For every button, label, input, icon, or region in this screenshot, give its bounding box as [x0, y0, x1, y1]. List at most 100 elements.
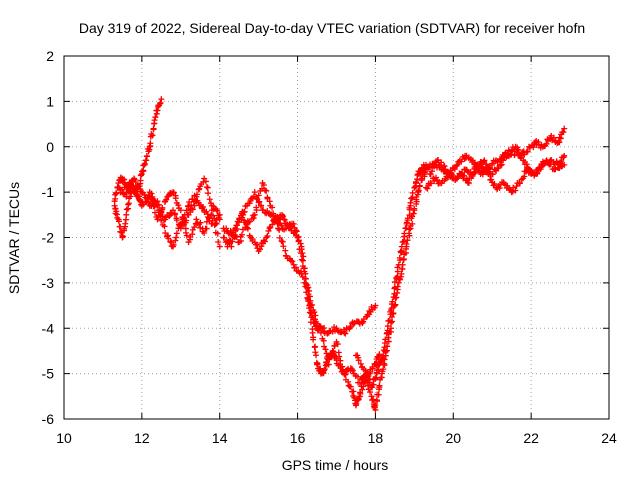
data-point-fill — [447, 171, 454, 178]
data-point-fill — [406, 212, 413, 219]
y-axis-label: SDTVAR / TECUs — [6, 182, 22, 294]
data-point-fill — [238, 231, 245, 238]
data-point-fill — [404, 237, 411, 244]
data-point-fill — [188, 201, 195, 208]
data-point-fill — [560, 129, 567, 136]
data-point — [154, 216, 161, 223]
data-point — [216, 211, 223, 218]
data-point-fill — [304, 284, 311, 291]
data-point-fill — [281, 216, 288, 223]
x-tick-label: 22 — [523, 430, 539, 446]
data-point-fill — [197, 219, 204, 226]
data-point-fill — [206, 196, 213, 203]
data-point-fill — [295, 238, 302, 245]
data-point — [232, 225, 239, 232]
data-point-fill — [369, 365, 376, 372]
data-point-fill — [406, 226, 413, 233]
data-point-fill — [269, 204, 276, 211]
data-point-fill — [428, 180, 435, 187]
y-tick-label: -6 — [42, 411, 55, 427]
x-tick-label: 14 — [212, 430, 228, 446]
data-point-fill — [489, 171, 496, 178]
data-point — [170, 207, 176, 214]
x-tick-label: 10 — [56, 430, 72, 446]
data-point-fill — [253, 204, 260, 211]
data-point — [216, 243, 223, 250]
data-point-fill — [172, 195, 179, 202]
data-point-fill — [391, 290, 398, 297]
data-point-fill — [321, 343, 328, 350]
data-point-fill — [498, 161, 505, 168]
data-point-fill — [525, 165, 532, 172]
data-point-fill — [152, 114, 159, 121]
data-point-fill — [409, 220, 416, 227]
data-point-fill — [170, 241, 177, 248]
data-point-fill — [303, 289, 310, 296]
data-point-fill — [233, 222, 240, 229]
data-point-fill — [306, 305, 313, 312]
data-point-fill — [373, 397, 380, 404]
data-point-fill — [204, 184, 211, 191]
data-point-fill — [469, 171, 476, 178]
data-point-fill — [163, 196, 170, 203]
data-point-fill — [461, 172, 468, 179]
data-point-fill — [424, 185, 431, 192]
data-point-fill — [543, 140, 550, 147]
data-point-fill — [309, 301, 316, 308]
data-point-fill — [221, 234, 228, 241]
data-point-fill — [416, 183, 423, 190]
data-point-fill — [298, 256, 305, 263]
data-point-fill — [255, 192, 262, 199]
x-tick-label: 18 — [368, 430, 384, 446]
data-point-fill — [289, 258, 296, 265]
data-point-fill — [157, 99, 164, 106]
data-point-fill — [148, 190, 155, 197]
data-point-fill — [119, 233, 126, 240]
data-point-fill — [339, 366, 346, 373]
data-point — [442, 166, 449, 173]
data-point-fill — [206, 215, 213, 222]
data-point — [317, 329, 324, 336]
data-point-fill — [280, 213, 287, 220]
data-point-fill — [113, 208, 120, 215]
data-point — [177, 207, 184, 214]
data-point-fill — [291, 229, 298, 236]
data-point-fill — [355, 357, 362, 364]
data-point-fill — [155, 201, 162, 208]
data-point-fill — [363, 372, 370, 379]
data-point-fill — [312, 349, 319, 356]
data-point-fill — [145, 199, 152, 206]
data-point — [290, 220, 297, 227]
data-point-fill — [158, 209, 165, 216]
data-point-fill — [530, 144, 537, 151]
data-point-fill — [409, 189, 416, 196]
data-point-fill — [479, 171, 486, 178]
data-point-fill — [313, 352, 320, 359]
data-point-fill — [223, 225, 230, 232]
data-point-fill — [261, 238, 268, 245]
data-point-fill — [249, 235, 256, 242]
data-point-fill — [203, 225, 210, 232]
data-point-fill — [173, 230, 180, 237]
data-point-fill — [391, 279, 398, 286]
data-point-fill — [158, 217, 165, 224]
data-point-fill — [376, 382, 383, 389]
data-point-fill — [393, 294, 400, 301]
data-point — [561, 125, 568, 132]
data-point-fill — [202, 178, 209, 185]
data-point-fill — [214, 207, 221, 214]
x-tick-label: 12 — [134, 430, 150, 446]
data-point-fill — [413, 178, 420, 185]
data-point-fill — [375, 362, 382, 369]
data-point — [380, 366, 387, 373]
data-point-fill — [215, 238, 222, 245]
data-point-fill — [269, 221, 276, 228]
data-point-fill — [178, 220, 185, 227]
data-point-fill — [428, 168, 435, 175]
data-point — [561, 152, 568, 159]
data-point-fill — [367, 389, 374, 396]
data-point-fill — [556, 134, 563, 141]
data-point — [399, 261, 406, 268]
chart-title: Day 319 of 2022, Sidereal Day-to-day VTE… — [79, 20, 585, 36]
